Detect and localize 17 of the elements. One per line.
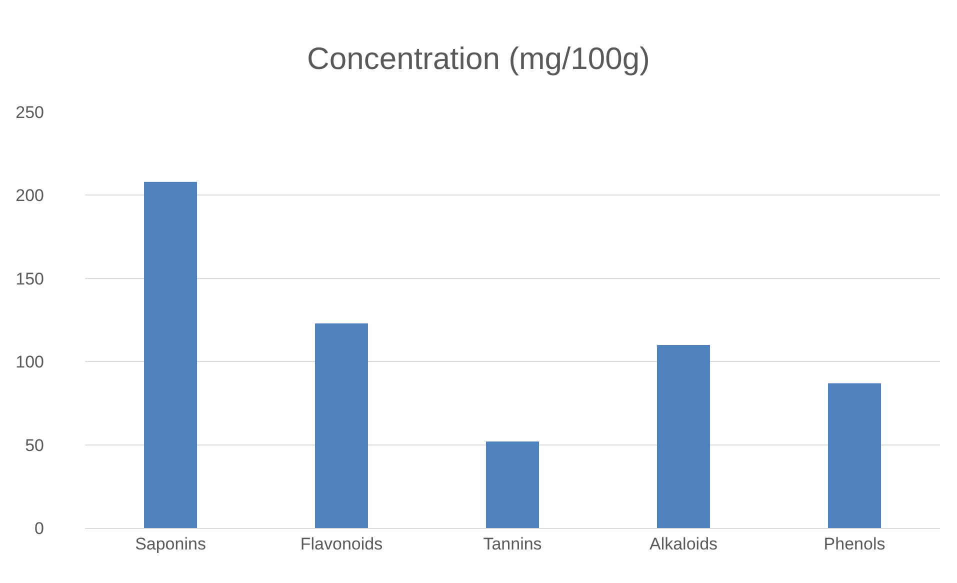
y-tick-label: 150 [16, 269, 44, 288]
x-tick-label: Phenols [824, 534, 886, 554]
x-tick-label: Tannins [483, 534, 542, 554]
x-tick-label: Saponins [135, 534, 206, 554]
bar [315, 323, 368, 528]
y-tick-label: 200 [16, 186, 44, 206]
bar [657, 344, 710, 528]
y-tick-label: 50 [25, 436, 44, 455]
chart-title: Concentration (mg/100g) [307, 41, 650, 76]
bar [486, 441, 539, 528]
bar [144, 182, 198, 528]
y-tick-label: 100 [16, 352, 44, 372]
y-tick-label: 250 [16, 102, 44, 122]
x-tick-label: Alkaloids [649, 534, 718, 554]
y-tick-label: 0 [34, 518, 44, 538]
bar [828, 383, 882, 528]
x-tick-label: Flavonoids [300, 534, 383, 554]
